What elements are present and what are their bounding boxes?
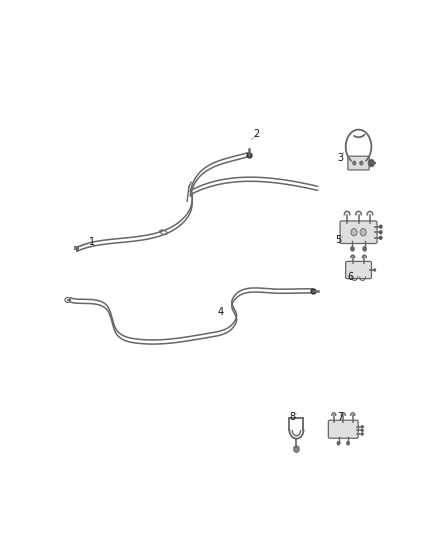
Circle shape	[363, 246, 367, 251]
Text: 6: 6	[347, 271, 353, 281]
Text: 5: 5	[335, 236, 341, 245]
FancyBboxPatch shape	[328, 420, 358, 438]
Circle shape	[360, 161, 363, 165]
Circle shape	[374, 269, 376, 271]
Circle shape	[361, 425, 364, 428]
Text: 7: 7	[337, 412, 343, 422]
Bar	[74, 246, 78, 249]
Circle shape	[368, 159, 374, 167]
Circle shape	[351, 229, 357, 236]
Text: 1: 1	[89, 238, 95, 247]
Text: 4: 4	[218, 307, 224, 317]
Circle shape	[360, 229, 366, 236]
Ellipse shape	[65, 297, 71, 302]
Text: 2: 2	[254, 129, 260, 139]
FancyBboxPatch shape	[340, 221, 377, 244]
Ellipse shape	[160, 230, 167, 235]
FancyBboxPatch shape	[348, 156, 369, 170]
Circle shape	[379, 230, 382, 234]
Circle shape	[379, 225, 382, 229]
Circle shape	[353, 161, 356, 165]
Circle shape	[337, 441, 340, 445]
Circle shape	[346, 441, 350, 445]
Circle shape	[379, 236, 382, 240]
Circle shape	[361, 432, 364, 435]
Text: 8: 8	[290, 412, 295, 422]
Circle shape	[361, 429, 364, 432]
Circle shape	[350, 246, 354, 251]
FancyBboxPatch shape	[346, 261, 371, 279]
Text: 3: 3	[337, 154, 343, 163]
